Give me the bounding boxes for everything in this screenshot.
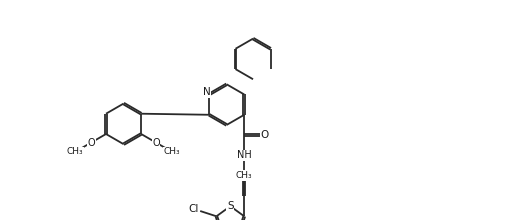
Text: O: O	[261, 130, 269, 140]
Text: N: N	[203, 87, 211, 97]
Text: CH₃: CH₃	[164, 147, 181, 156]
Text: O: O	[88, 137, 95, 148]
Text: CH₃: CH₃	[67, 147, 83, 156]
Text: S: S	[227, 201, 234, 211]
Text: NH: NH	[237, 150, 251, 160]
Text: CH₃: CH₃	[236, 171, 252, 180]
Text: O: O	[152, 137, 160, 148]
Text: Cl: Cl	[188, 204, 199, 214]
Text: N: N	[240, 171, 248, 181]
